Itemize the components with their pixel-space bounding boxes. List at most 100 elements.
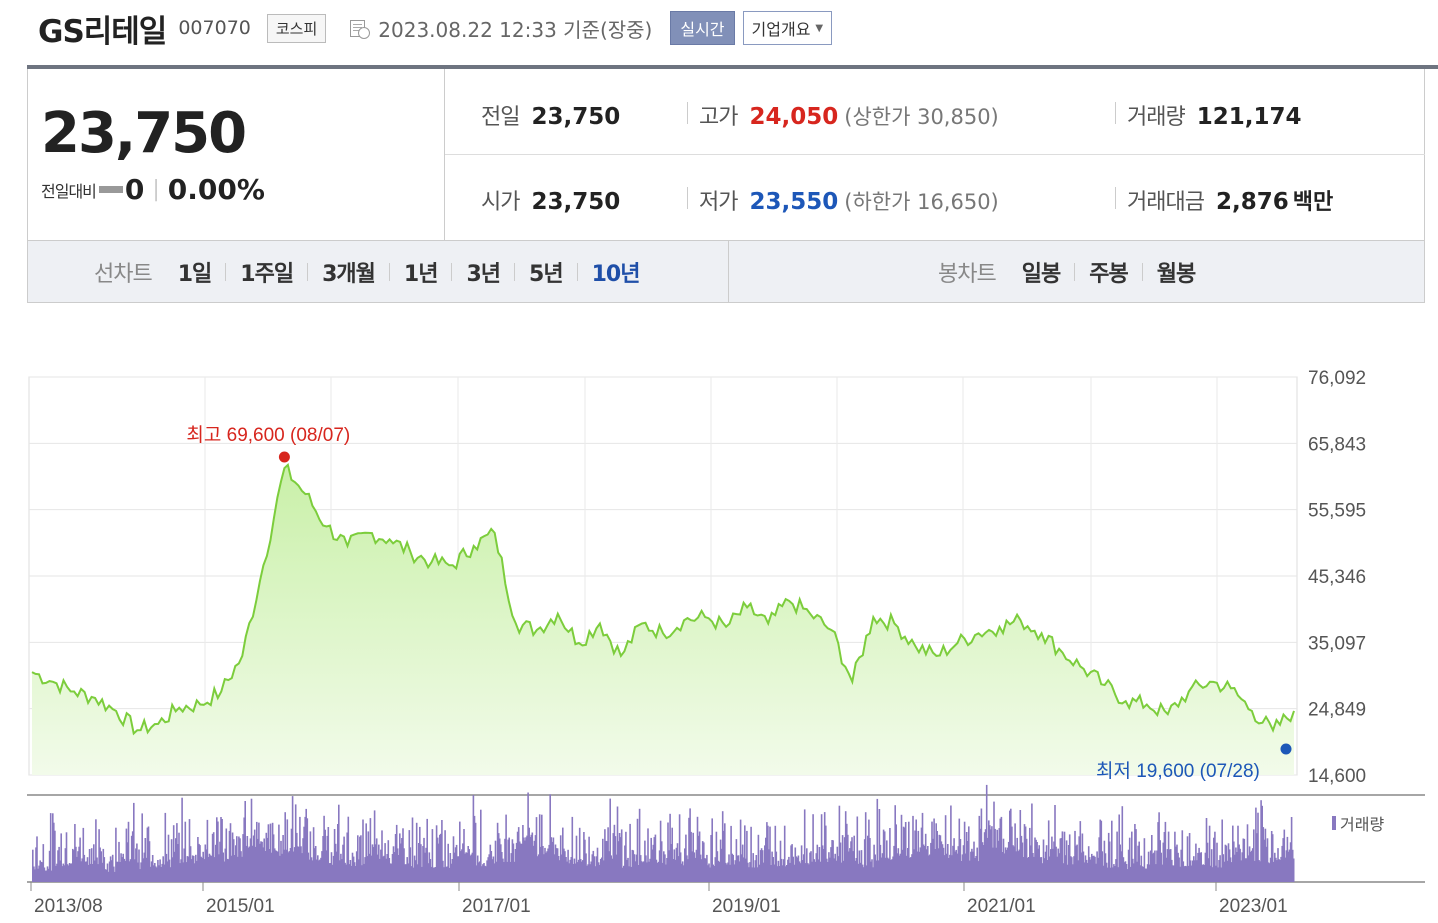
volume-bar: [1126, 869, 1129, 882]
volume-bar: [605, 840, 607, 882]
volume-bar: [791, 844, 793, 882]
tab-separator: [225, 262, 227, 281]
volume-bar: [916, 851, 919, 882]
volume-bar: [1032, 853, 1034, 882]
volume-bar: [1265, 846, 1268, 882]
tab-line-period-4[interactable]: 3년: [466, 261, 501, 287]
volume-bar: [1139, 865, 1141, 882]
volume-bar: [1116, 831, 1118, 882]
tab-line-period-6[interactable]: 10년: [591, 261, 641, 287]
volume-bar: [828, 852, 830, 882]
volume-bar: [869, 838, 871, 882]
volume-bar: [1203, 865, 1206, 882]
volume-bar: [1134, 824, 1136, 882]
volume-bar: [468, 849, 470, 882]
volume-bar: [583, 832, 585, 882]
volume-bar: [1187, 865, 1190, 882]
tab-line-period-3[interactable]: 1년: [403, 261, 439, 287]
stat-prev-close: 전일 23,750: [481, 99, 620, 131]
volume-bar: [770, 865, 772, 882]
volume-bar: [703, 842, 705, 882]
volume-bar: [268, 849, 271, 882]
volume-bar: [877, 860, 880, 882]
volume-bar: [592, 850, 595, 882]
volume-bar: [719, 839, 722, 882]
volume-bar: [785, 866, 787, 882]
realtime-button[interactable]: 실시간: [670, 11, 735, 45]
volume-bar: [777, 860, 780, 882]
volume-bar: [823, 812, 826, 882]
volume-bar: [859, 862, 862, 882]
volume-bar: [842, 860, 845, 882]
volume-bar: [228, 830, 231, 882]
stat-value: 23,750: [531, 104, 621, 130]
volume-bar: [444, 830, 446, 882]
volume-bar: [208, 853, 211, 882]
tab-candle-period-0[interactable]: 일봉: [1021, 261, 1061, 287]
timestamp: 2023.08.22 12:33 기준(장중): [378, 17, 653, 42]
stat-low: 저가 23,550 (하한가 16,650): [699, 184, 999, 216]
volume-bar: [1141, 866, 1144, 882]
volume-bar: [789, 862, 791, 882]
volume-bar: [1135, 829, 1137, 882]
volume-bar: [934, 849, 936, 882]
volume-bar: [999, 818, 1002, 882]
volume-bar: [505, 814, 507, 882]
volume-bar: [747, 862, 749, 882]
volume-bar: [176, 823, 178, 882]
tab-candle-period-1[interactable]: 주봉: [1089, 261, 1128, 287]
volume-bar: [283, 849, 285, 882]
volume-bar: [969, 860, 971, 882]
volume-bar: [659, 820, 662, 882]
volume-bar: [314, 846, 317, 882]
volume-bar: [274, 850, 277, 882]
volume-bar: [245, 845, 248, 882]
volume-bar: [949, 854, 951, 882]
volume-bar: [160, 867, 162, 882]
volume-bar: [328, 863, 331, 882]
volume-bar: [375, 838, 378, 882]
volume-bar: [895, 824, 897, 882]
volume-bar: [257, 838, 259, 882]
tab-line-period-1[interactable]: 1주일: [240, 261, 294, 287]
volume-bar: [689, 808, 691, 882]
volume-bar: [428, 852, 431, 882]
volume-bar: [261, 841, 263, 882]
volume-bar: [758, 864, 761, 882]
company-overview-dropdown[interactable]: 기업개요 ▼: [742, 11, 833, 45]
volume-bar: [393, 852, 396, 882]
lower-limit: (하한가 16,650): [844, 190, 999, 214]
volume-bar: [843, 837, 846, 882]
volume-bar: [566, 861, 568, 882]
volume-bar: [1172, 865, 1174, 882]
volume-bar: [611, 858, 614, 882]
volume-bar: [1268, 863, 1271, 882]
volume-bar: [954, 851, 956, 882]
volume-bar: [350, 865, 353, 882]
volume-bar: [779, 840, 782, 882]
volume-bar: [917, 830, 920, 882]
volume-bar: [424, 852, 426, 882]
volume-bar: [991, 826, 993, 882]
tab-candle-period-2[interactable]: 월봉: [1156, 261, 1196, 287]
min-marker: [1280, 743, 1292, 755]
tab-line-period-0[interactable]: 1일: [177, 261, 213, 287]
volume-bar: [692, 832, 694, 882]
tab-line-period-2[interactable]: 3개월: [322, 261, 376, 287]
volume-bar: [1096, 851, 1098, 882]
volume-bar: [74, 824, 76, 882]
volume-bar: [613, 824, 616, 882]
volume-bar: [771, 851, 773, 882]
volume-bar: [1145, 868, 1148, 882]
volume-bar: [918, 851, 921, 882]
volume-bar: [649, 858, 651, 882]
volume-bar: [403, 848, 405, 882]
volume-bar: [1202, 864, 1205, 882]
volume-bar: [249, 838, 252, 882]
volume-bar: [1159, 840, 1161, 882]
volume-bar: [561, 854, 563, 882]
volume-bar: [963, 821, 966, 882]
volume-bar: [133, 802, 135, 882]
tab-line-period-5[interactable]: 5년: [529, 261, 564, 287]
volume-bar: [1166, 849, 1169, 882]
